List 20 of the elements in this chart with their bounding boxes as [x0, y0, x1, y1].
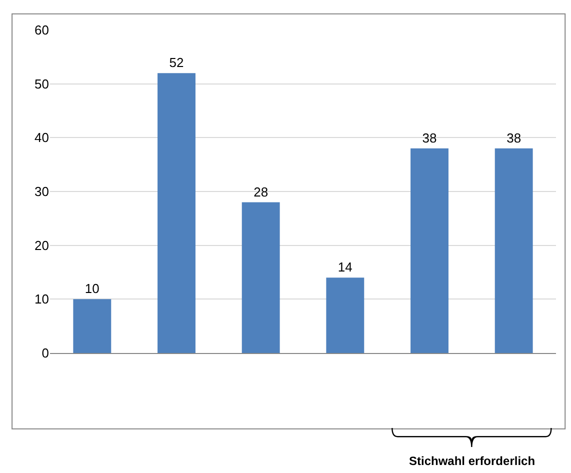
y-tick-label: 20: [34, 238, 49, 253]
bar: [242, 202, 280, 353]
data-label: 28: [254, 184, 268, 200]
data-label: 52: [169, 55, 184, 70]
y-tick-label: 40: [34, 130, 49, 146]
y-tick-label: 10: [34, 292, 49, 307]
y-tick-label: 50: [34, 76, 49, 92]
data-label: 10: [84, 281, 100, 296]
bar: [494, 148, 533, 353]
text: Stichwahl erforderlich: [409, 454, 536, 468]
data-label: 14: [338, 260, 352, 275]
y-tick-label: 30: [34, 184, 49, 200]
data-label: 38: [506, 130, 522, 146]
bar: [158, 73, 196, 353]
bar: [73, 299, 112, 353]
data-label: 38: [422, 130, 437, 146]
bar: [410, 148, 448, 353]
bar: [326, 278, 364, 353]
y-tick-label: 60: [34, 22, 49, 38]
y-tick-label: 0: [42, 346, 49, 361]
